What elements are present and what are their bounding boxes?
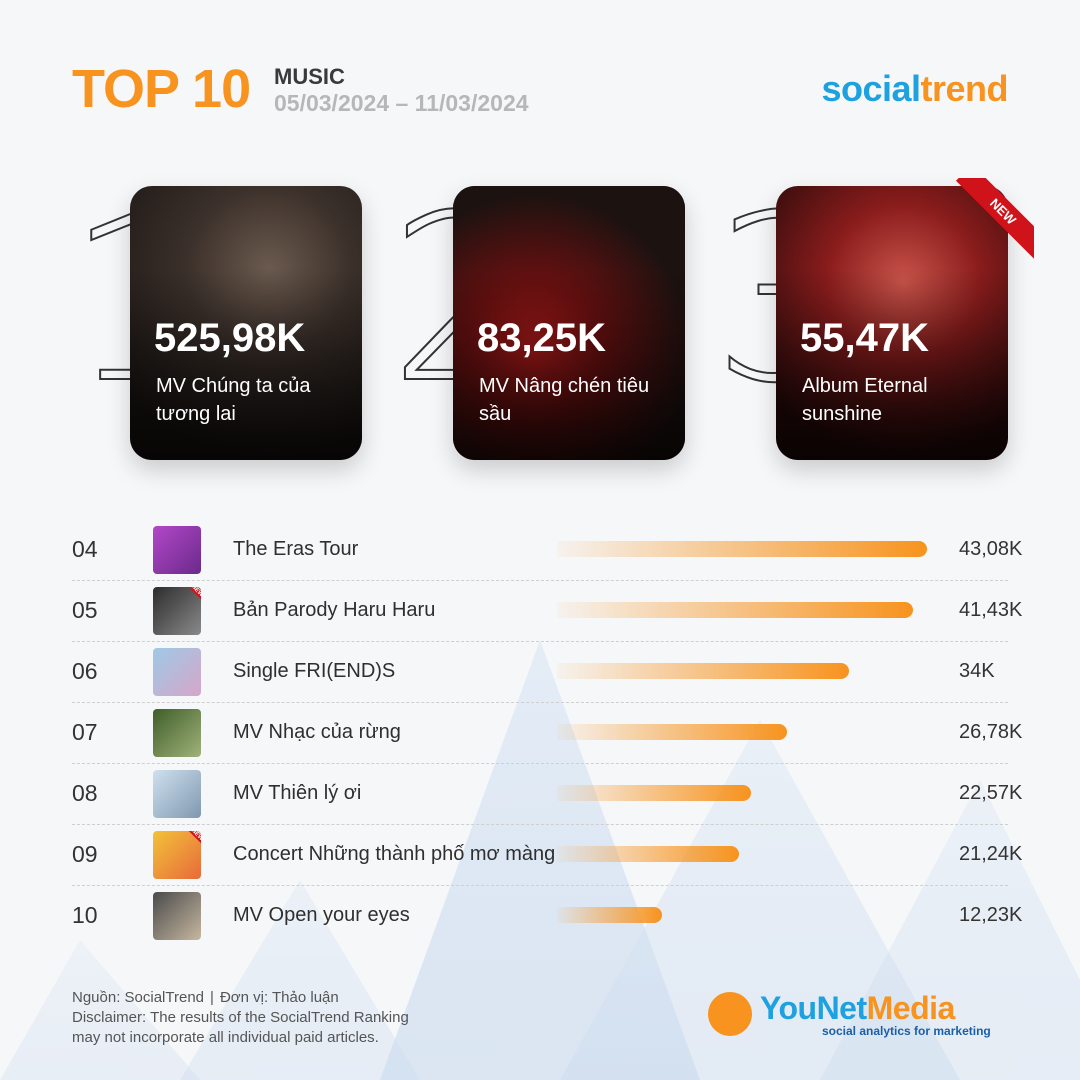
- list-item[interactable]: 05 NEW Bản Parody Haru Haru 41,43K: [72, 581, 1022, 642]
- item-value: 41,43K: [959, 599, 1023, 621]
- value-bar: [557, 785, 751, 801]
- value-bar: [557, 846, 740, 862]
- disclaimer-line-1: Disclaimer: The results of the SocialTre…: [72, 1009, 409, 1026]
- item-value: 22,57K: [959, 782, 1023, 804]
- new-badge: NEW: [175, 587, 201, 613]
- list-item[interactable]: 08 MV Thiên lý ơi 22,57K: [72, 764, 1022, 825]
- thumbnail: [153, 770, 201, 818]
- card-value: 83,25K: [477, 316, 606, 360]
- list-item[interactable]: 09 NEW Concert Những thành phố mơ màng 2…: [72, 825, 1022, 886]
- page-title: TOP 10: [72, 59, 251, 119]
- rank-number: 07: [72, 719, 98, 745]
- rank-number: 08: [72, 780, 98, 806]
- thumbnail: [153, 526, 201, 574]
- value-bar: [557, 907, 663, 923]
- rank-number: 06: [72, 658, 98, 684]
- card-title: MV Nâng chén tiêu sầu: [479, 375, 650, 425]
- value-bar: [557, 602, 913, 618]
- logo-tagline: social analytics for marketing: [822, 1024, 991, 1038]
- ranking-list: 04 The Eras Tour 43,08K 05 NEW Bản Parod…: [72, 520, 1022, 946]
- logo-name-part2: Media: [866, 990, 956, 1026]
- separator: |: [210, 989, 214, 1006]
- top-card[interactable]: 83,25K MV Nâng chén tiêu sầu: [453, 186, 685, 460]
- rank-number: 04: [72, 536, 98, 562]
- item-value: 21,24K: [959, 843, 1023, 865]
- thumbnail: [153, 892, 201, 940]
- value-bar: [557, 663, 849, 679]
- date-range: 05/03/2024 – 11/03/2024: [274, 90, 529, 116]
- item-title: MV Thiên lý ơi: [233, 782, 362, 804]
- item-value: 34K: [959, 660, 995, 682]
- item-title: Bản Parody Haru Haru: [233, 599, 436, 621]
- logo-name-part1: YouNet: [760, 990, 867, 1026]
- footer-notes: Nguồn: SocialTrend | Đơn vị: Thảo luận Dis…: [72, 988, 409, 1048]
- item-title: MV Open your eyes: [233, 904, 410, 926]
- rank-number: 10: [72, 902, 98, 928]
- value-bar: [557, 724, 787, 740]
- younet-logo-icon: [708, 992, 752, 1036]
- new-badge: NEW: [942, 178, 1034, 270]
- socialtrend-logo: socialtrend: [821, 68, 1008, 110]
- rank-number: 05: [72, 597, 98, 623]
- new-badge: NEW: [175, 831, 201, 857]
- thumbnail: NEW: [153, 831, 201, 879]
- unit-text: Đơn vị: Thảo luận: [219, 989, 339, 1006]
- thumbnail: [153, 648, 201, 696]
- item-title: Concert Những thành phố mơ màng: [233, 843, 556, 865]
- item-value: 26,78K: [959, 721, 1023, 743]
- item-title: MV Nhạc của rừng: [233, 721, 401, 743]
- top-card[interactable]: 55,47K Album Eternal sunshine: [776, 186, 1008, 460]
- card-value: 55,47K: [800, 316, 929, 360]
- value-bar: [557, 541, 927, 557]
- list-item[interactable]: 04 The Eras Tour 43,08K: [72, 520, 1022, 581]
- list-item[interactable]: 07 MV Nhạc của rừng 26,78K: [72, 703, 1022, 764]
- brand-part-social: social: [821, 68, 921, 109]
- card-value: 525,98K: [154, 316, 306, 360]
- card-title: MV Chúng ta của tương lai: [156, 375, 311, 425]
- source-text: Nguồn: SocialTrend: [72, 989, 205, 1006]
- brand-part-trend: trend: [920, 68, 1009, 109]
- item-title: Single FRI(END)S: [233, 660, 396, 682]
- top-card[interactable]: 525,98K MV Chúng ta của tương lai: [130, 186, 362, 460]
- thumbnail: [153, 709, 201, 757]
- background-mountains: [0, 640, 1080, 1080]
- thumbnail: NEW: [153, 587, 201, 635]
- card-title: Album Eternal sunshine: [802, 375, 928, 425]
- rank-number: 09: [72, 841, 98, 867]
- item-value: 12,23K: [959, 904, 1023, 926]
- younet-media-logo: YouNetMedia social analytics for marketi…: [708, 988, 1008, 1044]
- item-title: The Eras Tour: [233, 538, 359, 560]
- item-value: 43,08K: [959, 538, 1023, 560]
- list-item[interactable]: 10 MV Open your eyes 12,23K: [72, 886, 1022, 946]
- category-label: MUSIC: [274, 64, 345, 89]
- list-item[interactable]: 06 Single FRI(END)S 34K: [72, 642, 1008, 703]
- disclaimer-line-2: may not incorporate all individual paid …: [72, 1029, 379, 1046]
